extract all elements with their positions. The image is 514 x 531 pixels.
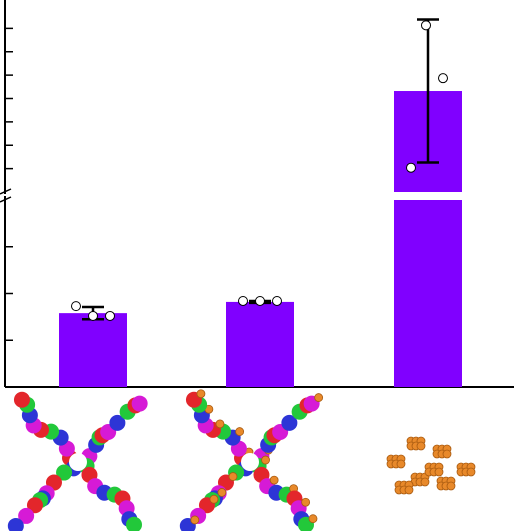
molecule-part bbox=[56, 464, 73, 481]
molecule-part bbox=[281, 414, 298, 431]
molecule-images bbox=[7, 389, 476, 531]
center-hole bbox=[69, 453, 87, 471]
axis-break bbox=[0, 196, 12, 203]
molecule-part bbox=[126, 516, 142, 531]
gold-bead bbox=[434, 467, 444, 477]
data-point bbox=[438, 73, 448, 84]
gold-bead bbox=[404, 485, 414, 495]
data-point bbox=[88, 310, 98, 321]
bar bbox=[394, 91, 462, 387]
center-hole bbox=[241, 453, 259, 471]
data-point bbox=[71, 301, 81, 312]
gold-bead bbox=[209, 494, 219, 504]
bar-lower bbox=[394, 200, 462, 387]
gold-bead bbox=[215, 419, 225, 429]
data-point bbox=[272, 295, 282, 306]
axis-break bbox=[0, 188, 12, 195]
gold-bead bbox=[442, 449, 452, 459]
molecule-part bbox=[7, 517, 24, 531]
gold-bead bbox=[416, 441, 426, 451]
gold-bead bbox=[446, 481, 456, 491]
gold-bead bbox=[190, 515, 200, 525]
molecule-part bbox=[131, 395, 148, 412]
molecule-part bbox=[109, 414, 126, 431]
gold-bead bbox=[308, 514, 318, 524]
molecule-part bbox=[18, 507, 35, 524]
gold-bead bbox=[466, 467, 476, 477]
gold-bead bbox=[314, 393, 324, 402]
molecule-part bbox=[26, 497, 43, 514]
bar bbox=[226, 301, 294, 387]
molecule-part bbox=[13, 391, 30, 408]
gold-bead bbox=[217, 488, 227, 497]
gold-bead bbox=[228, 472, 238, 481]
gold-bead bbox=[301, 497, 311, 507]
data-point bbox=[255, 295, 265, 306]
gold-bead bbox=[269, 475, 279, 485]
gold-bead bbox=[196, 389, 206, 399]
bar bbox=[59, 313, 127, 387]
data-point bbox=[238, 295, 248, 306]
error-bar bbox=[417, 18, 439, 164]
gold-bead bbox=[261, 455, 270, 465]
gold-bead bbox=[235, 427, 245, 436]
gold-bead bbox=[396, 459, 406, 469]
data-point bbox=[105, 310, 115, 321]
gold-bead bbox=[420, 477, 430, 487]
data-point bbox=[406, 162, 416, 173]
data-point bbox=[421, 20, 431, 31]
